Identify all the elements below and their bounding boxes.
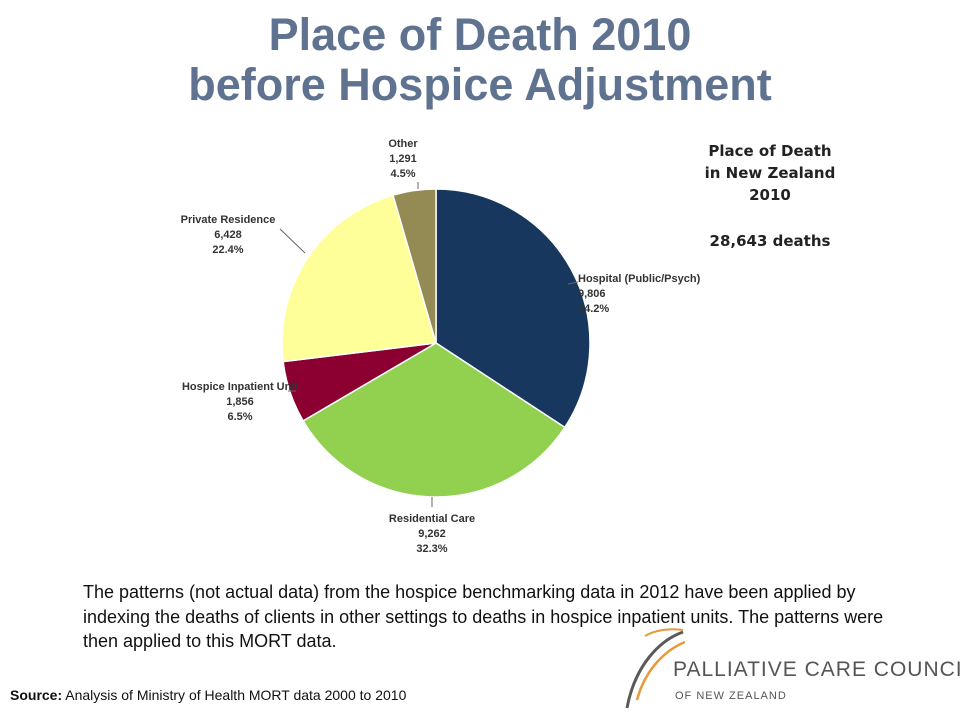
source-note: Source: Analysis of Ministry of Health M… xyxy=(10,687,406,703)
chart-title: Place of Death in New Zealand 2010 xyxy=(690,140,850,206)
pie-slice-residential-care xyxy=(302,342,566,498)
source-text: Analysis of Ministry of Health MORT data… xyxy=(65,687,407,703)
chart-title-line-3: 2010 xyxy=(749,186,791,204)
chart-title-line-2: in New Zealand xyxy=(704,164,836,182)
title-line-1: Place of Death 2010 xyxy=(268,9,692,60)
logo-subtitle: OF NEW ZEALAND xyxy=(675,690,787,702)
explanatory-text: The patterns (not actual data) from the … xyxy=(83,582,884,651)
slide-title: Place of Death 2010 before Hospice Adjus… xyxy=(0,10,960,110)
pie-slice-other xyxy=(392,188,437,344)
source-label: Source: xyxy=(10,687,63,703)
logo-arc-icon xyxy=(625,628,685,709)
leader-line xyxy=(279,228,306,254)
palliative-care-council-logo: PALLIATIVE CARE COUNCIL OF NEW ZEALAND xyxy=(615,620,960,720)
slice-label: Private Residence 6,428 22.4% xyxy=(181,214,276,256)
slice-label: Other 1,291 4.5% xyxy=(388,138,418,180)
slice-label: Residential Care 9,262 32.3% xyxy=(389,513,475,555)
logo-name: PALLIATIVE CARE COUNCIL xyxy=(673,658,960,681)
pie-slice-private-residence xyxy=(281,194,437,363)
chart-title-line-1: Place of Death xyxy=(708,142,832,160)
slice-label: Hospice Inpatient Unit 1,856 6.5% xyxy=(182,381,298,423)
total-deaths-label: 28,643 deaths xyxy=(709,232,831,250)
leader-line xyxy=(567,281,579,285)
title-line-2: before Hospice Adjustment xyxy=(188,59,772,110)
slice-label: Hospital (Public/Psych) 9,806 34.2% xyxy=(578,273,701,315)
